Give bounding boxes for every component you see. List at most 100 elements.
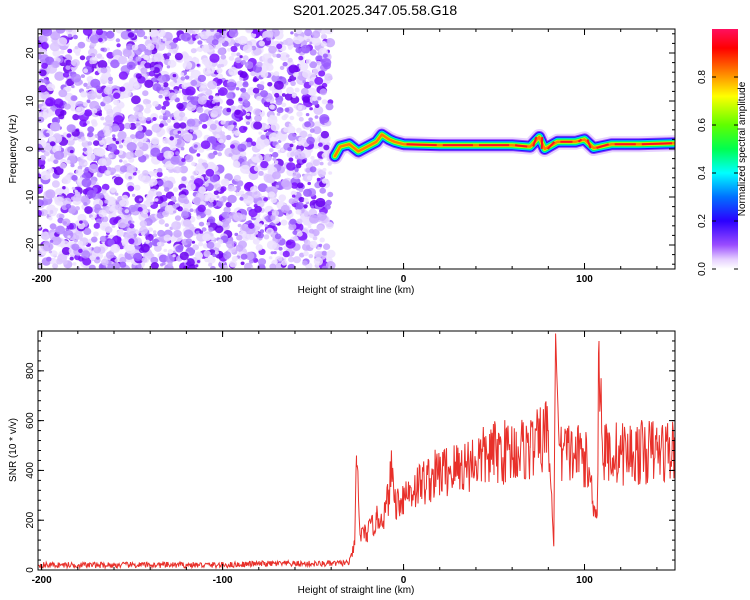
noise-blob (309, 214, 319, 224)
noise-blob (83, 68, 89, 73)
noise-blob (215, 134, 221, 139)
noise-blob (158, 115, 164, 120)
noise-blob (275, 184, 280, 189)
noise-blob (74, 45, 79, 50)
noise-blob (217, 220, 223, 227)
noise-blob (260, 90, 268, 98)
noise-blob (295, 47, 303, 54)
noise-blob (234, 109, 241, 116)
noise-blob (62, 197, 72, 206)
noise-blob (71, 73, 82, 83)
noise-blob (191, 161, 196, 166)
noise-blob (279, 107, 283, 111)
noise-blob (207, 256, 216, 264)
noise-blob (228, 56, 235, 61)
snr-ylabel: SNR (10 * v/v) (8, 418, 19, 482)
noise-blob (43, 151, 50, 157)
noise-blob (321, 99, 328, 105)
noise-blob (278, 194, 287, 202)
noise-blob (288, 198, 295, 205)
noise-blob (109, 207, 115, 212)
noise-blob (266, 240, 277, 250)
noise-blob (44, 132, 50, 138)
noise-blob (98, 158, 107, 167)
noise-blob (49, 239, 54, 243)
noise-blob (195, 35, 200, 40)
noise-blob (118, 71, 128, 80)
noise-blob (60, 49, 65, 55)
noise-blob (193, 197, 201, 204)
noise-blob (111, 137, 117, 142)
noise-blob (57, 253, 68, 263)
noise-blob (163, 176, 169, 181)
noise-blob (227, 48, 231, 52)
noise-blob (317, 246, 321, 251)
noise-blob (183, 229, 194, 239)
noise-blob (77, 222, 86, 230)
noise-blob (200, 82, 208, 89)
noise-blob (274, 160, 279, 164)
noise-blob (69, 256, 74, 261)
noise-blob (278, 257, 283, 262)
noise-blob (167, 249, 174, 255)
noise-blob (325, 199, 332, 206)
noise-blob (256, 96, 262, 101)
noise-blob (63, 103, 71, 110)
noise-blob (196, 216, 201, 220)
noise-blob (38, 44, 42, 48)
noise-blob (313, 105, 324, 115)
y-tick-label: 600 (25, 412, 36, 429)
noise-blob (66, 124, 76, 133)
noise-blob (247, 220, 252, 224)
noise-blob (280, 219, 288, 226)
noise-blob (88, 163, 99, 174)
noise-blob (233, 174, 241, 182)
noise-blob (182, 116, 188, 122)
noise-blob (75, 206, 80, 211)
noise-blob (223, 206, 231, 214)
noise-blob (150, 262, 159, 269)
noise-blob (218, 37, 226, 44)
noise-blob (53, 159, 59, 164)
noise-blob (237, 35, 248, 46)
noise-blob (281, 102, 287, 108)
noise-blob (326, 249, 336, 258)
noise-blob (246, 141, 253, 148)
noise-blob (148, 227, 154, 232)
noise-blob (217, 48, 226, 56)
noise-blob (189, 208, 194, 212)
noise-blob (296, 111, 303, 117)
noise-blob (230, 71, 234, 75)
noise-blob (236, 80, 244, 88)
noise-blob (314, 250, 323, 259)
noise-blob (281, 260, 288, 266)
y-tick-label: 10 (25, 95, 36, 107)
noise-blob (49, 210, 54, 214)
noise-blob (208, 198, 214, 203)
noise-blob (114, 164, 122, 172)
spectrogram-xlabel: Height of straight line (km) (298, 285, 415, 296)
noise-blob (111, 224, 116, 228)
noise-blob (173, 229, 182, 238)
noise-blob (109, 112, 114, 117)
noise-blob (177, 206, 183, 212)
noise-blob (80, 136, 86, 141)
figure-title: S201.2025.347.05.58.G18 (293, 2, 457, 18)
noise-blob (71, 84, 75, 89)
noise-blob (170, 195, 177, 202)
noise-blob (70, 157, 76, 162)
noise-blob (318, 243, 323, 247)
noise-blob (314, 115, 319, 119)
noise-blob (103, 104, 113, 112)
noise-blob (268, 45, 277, 54)
noise-blob (124, 122, 132, 130)
noise-blob (81, 160, 85, 164)
noise-blob (152, 100, 159, 107)
noise-blob (149, 178, 158, 186)
noise-blob (122, 160, 128, 165)
noise-blob (308, 228, 315, 234)
noise-blob (126, 43, 134, 51)
noise-blob (200, 31, 210, 40)
noise-blob (88, 264, 96, 269)
noise-blob (272, 151, 279, 158)
